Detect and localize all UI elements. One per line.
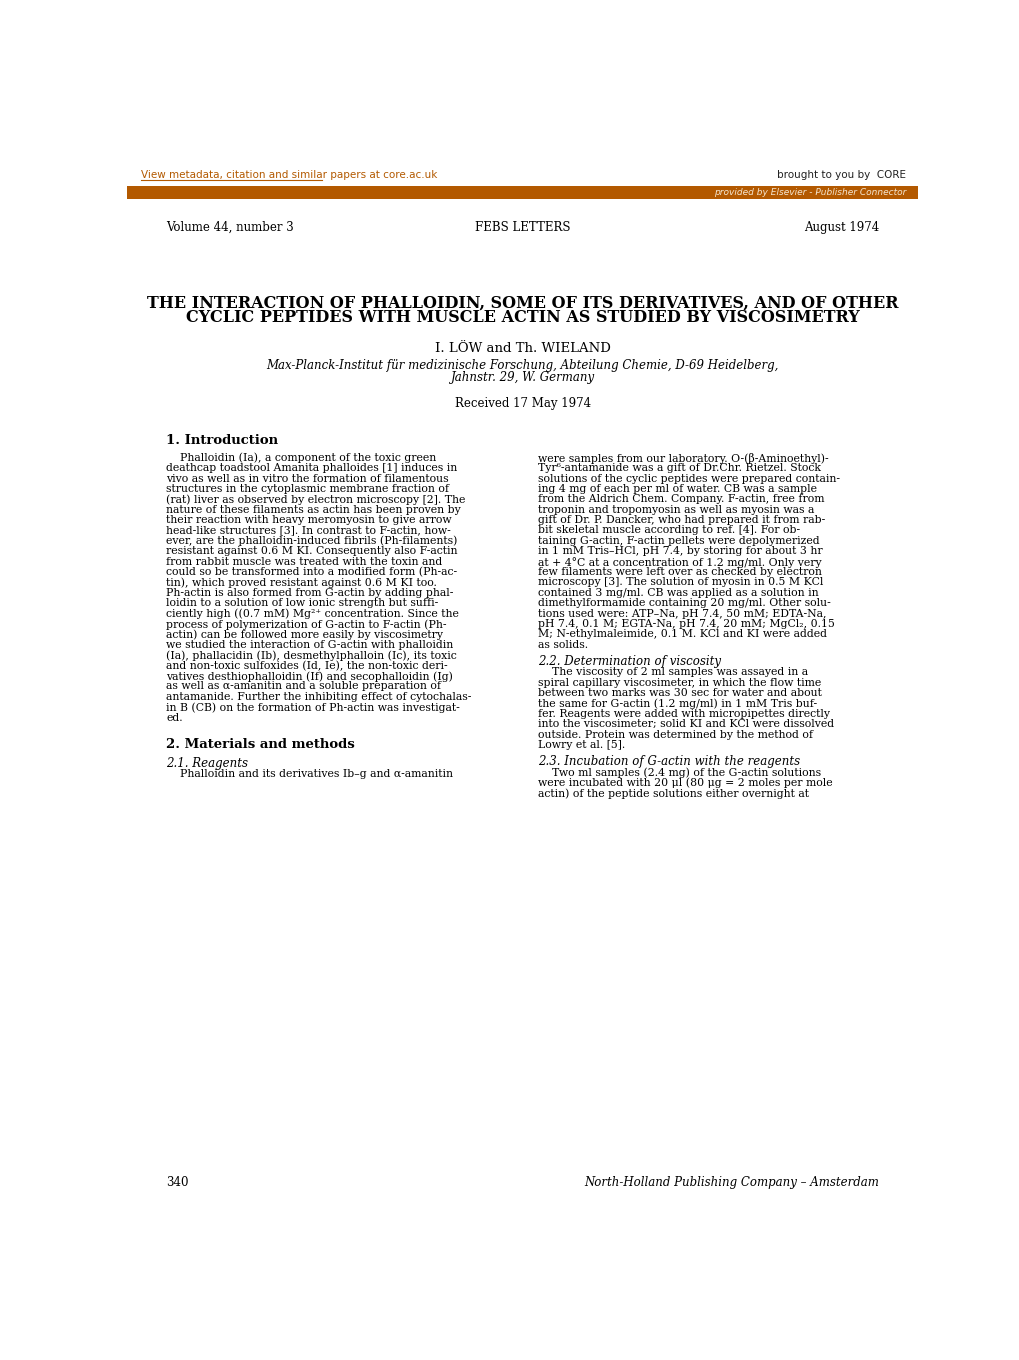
Text: gift of Dr. P. Dancker, who had prepared it from rab-: gift of Dr. P. Dancker, who had prepared…	[538, 515, 824, 525]
Text: Two ml samples (2.4 mg) of the G-actin solutions: Two ml samples (2.4 mg) of the G-actin s…	[538, 767, 820, 778]
Text: August 1974: August 1974	[803, 220, 878, 234]
Text: troponin and tropomyosin as well as myosin was a: troponin and tropomyosin as well as myos…	[538, 505, 814, 514]
Text: ciently high ((0.7 mM) Mg²⁺ concentration. Since the: ciently high ((0.7 mM) Mg²⁺ concentratio…	[166, 609, 459, 619]
Text: 2.3. Incubation of G-actin with the reagents: 2.3. Incubation of G-actin with the reag…	[538, 755, 800, 768]
Text: 340: 340	[166, 1176, 189, 1189]
Text: spiral capillary viscosimeter, in which the flow time: spiral capillary viscosimeter, in which …	[538, 677, 820, 688]
Text: Phalloidin and its derivatives Ib–g and α-amanitin: Phalloidin and its derivatives Ib–g and …	[166, 770, 452, 779]
Text: Max-Planck-Institut für medizinische Forschung, Abteilung Chemie, D-69 Heidelber: Max-Planck-Institut für medizinische For…	[266, 359, 779, 371]
Text: from the Aldrich Chem. Company. F-actin, free from: from the Aldrich Chem. Company. F-actin,…	[538, 494, 824, 505]
Text: structures in the cytoplasmic membrane fraction of: structures in the cytoplasmic membrane f…	[166, 484, 448, 494]
Text: contained 3 mg/ml. CB was applied as a solution in: contained 3 mg/ml. CB was applied as a s…	[538, 588, 818, 598]
Text: loidin to a solution of low ionic strength but suffi-: loidin to a solution of low ionic streng…	[166, 598, 438, 608]
FancyBboxPatch shape	[127, 186, 917, 200]
Text: I. LÖW and Th. WIELAND: I. LÖW and Th. WIELAND	[434, 341, 610, 355]
Text: could so be transformed into a modified form (Ph-ac-: could so be transformed into a modified …	[166, 567, 457, 578]
Text: in 1 mM Tris–HCl, pH 7.4, by storing for about 3 hr: in 1 mM Tris–HCl, pH 7.4, by storing for…	[538, 547, 822, 556]
Text: solutions of the cyclic peptides were prepared contain-: solutions of the cyclic peptides were pr…	[538, 473, 840, 484]
Text: M; N-ethylmaleimide, 0.1 M. KCl and KI were added: M; N-ethylmaleimide, 0.1 M. KCl and KI w…	[538, 630, 826, 639]
Text: as well as α-amanitin and a soluble preparation of: as well as α-amanitin and a soluble prep…	[166, 681, 441, 691]
Text: process of polymerization of G-actin to F-actin (Ph-: process of polymerization of G-actin to …	[166, 619, 446, 630]
Text: Volume 44, number 3: Volume 44, number 3	[166, 220, 293, 234]
Text: resistant against 0.6 M KI. Consequently also F-actin: resistant against 0.6 M KI. Consequently…	[166, 547, 458, 556]
Text: as solids.: as solids.	[538, 639, 588, 650]
Text: were incubated with 20 μl (80 μg = 2 moles per mole: were incubated with 20 μl (80 μg = 2 mol…	[538, 778, 833, 789]
Text: The viscosity of 2 ml samples was assayed in a: The viscosity of 2 ml samples was assaye…	[538, 668, 808, 677]
Text: fer. Reagents were added with micropipettes directly: fer. Reagents were added with micropipet…	[538, 709, 829, 718]
Text: few filaments were left over as checked by electron: few filaments were left over as checked …	[538, 567, 821, 577]
Text: CYCLIC PEPTIDES WITH MUSCLE ACTIN AS STUDIED BY VISCOSIMETRY: CYCLIC PEPTIDES WITH MUSCLE ACTIN AS STU…	[185, 310, 859, 326]
Text: nature of these filaments as actin has been proven by: nature of these filaments as actin has b…	[166, 505, 461, 514]
Text: actin) can be followed more easily by viscosimetry: actin) can be followed more easily by vi…	[166, 630, 443, 641]
Text: at + 4°C at a concentration of 1.2 mg/ml. Only very: at + 4°C at a concentration of 1.2 mg/ml…	[538, 556, 821, 567]
Text: ing 4 mg of each per ml of water. CB was a sample: ing 4 mg of each per ml of water. CB was…	[538, 484, 816, 494]
Text: deathcap toadstool Amanita phalloides [1] induces in: deathcap toadstool Amanita phalloides [1…	[166, 464, 458, 473]
Text: FEBS LETTERS: FEBS LETTERS	[475, 220, 570, 234]
Text: bit skeletal muscle according to ref. [4]. For ob-: bit skeletal muscle according to ref. [4…	[538, 525, 800, 536]
Text: taining G-actin, F-actin pellets were depolymerized: taining G-actin, F-actin pellets were de…	[538, 536, 819, 545]
Text: into the viscosimeter; solid KI and KCl were dissolved: into the viscosimeter; solid KI and KCl …	[538, 719, 834, 729]
Text: Ph-actin is also formed from G-actin by adding phal-: Ph-actin is also formed from G-actin by …	[166, 588, 453, 598]
Text: we studied the interaction of G-actin with phalloidin: we studied the interaction of G-actin wi…	[166, 639, 453, 650]
Text: the same for G-actin (1.2 mg/ml) in 1 mM Tris buf-: the same for G-actin (1.2 mg/ml) in 1 mM…	[538, 698, 816, 709]
Text: 2. Materials and methods: 2. Materials and methods	[166, 738, 355, 751]
Text: and non-toxic sulfoxides (Id, Ie), the non-toxic deri-: and non-toxic sulfoxides (Id, Ie), the n…	[166, 661, 447, 670]
Text: provided by Elsevier - Publisher Connector: provided by Elsevier - Publisher Connect…	[713, 188, 906, 197]
Text: antamanide. Further the inhibiting effect of cytochalas-: antamanide. Further the inhibiting effec…	[166, 692, 471, 702]
Text: 2.2. Determination of viscosity: 2.2. Determination of viscosity	[538, 656, 720, 668]
Text: View metadata, citation and similar papers at core.ac.uk: View metadata, citation and similar pape…	[142, 170, 437, 180]
Text: (rat) liver as observed by electron microscopy [2]. The: (rat) liver as observed by electron micr…	[166, 494, 465, 505]
Text: head-like structures [3]. In contrast to F-actin, how-: head-like structures [3]. In contrast to…	[166, 525, 450, 536]
Text: between two marks was 30 sec for water and about: between two marks was 30 sec for water a…	[538, 688, 821, 698]
Text: outside. Protein was determined by the method of: outside. Protein was determined by the m…	[538, 729, 812, 740]
Text: their reaction with heavy meromyosin to give arrow: their reaction with heavy meromyosin to …	[166, 515, 451, 525]
Text: 1. Introduction: 1. Introduction	[166, 434, 278, 447]
Text: Jahnstr. 29, W. Germany: Jahnstr. 29, W. Germany	[450, 371, 594, 384]
Text: from rabbit muscle was treated with the toxin and: from rabbit muscle was treated with the …	[166, 556, 442, 567]
Text: Phalloidin (Ia), a component of the toxic green: Phalloidin (Ia), a component of the toxi…	[166, 453, 436, 464]
Text: microscopy [3]. The solution of myosin in 0.5 M KCl: microscopy [3]. The solution of myosin i…	[538, 578, 822, 588]
Text: (Ia), phallacidin (Ib), desmethylphalloin (Ic), its toxic: (Ia), phallacidin (Ib), desmethylphalloi…	[166, 650, 457, 661]
Text: ever, are the phalloidin-induced fibrils (Ph-filaments): ever, are the phalloidin-induced fibrils…	[166, 536, 458, 547]
Text: vatives desthiophalloidin (If) and secophalloidin (Ig): vatives desthiophalloidin (If) and secop…	[166, 670, 452, 681]
Text: THE INTERACTION OF PHALLOIDIN, SOME OF ITS DERIVATIVES, AND OF OTHER: THE INTERACTION OF PHALLOIDIN, SOME OF I…	[147, 294, 898, 311]
Text: North-Holland Publishing Company – Amsterdam: North-Holland Publishing Company – Amste…	[584, 1176, 878, 1189]
Text: Tyr⁶-antamanide was a gift of Dr.Chr. Rietzel. Stock: Tyr⁶-antamanide was a gift of Dr.Chr. Ri…	[538, 464, 820, 473]
Text: tin), which proved resistant against 0.6 M KI too.: tin), which proved resistant against 0.6…	[166, 578, 437, 588]
Text: actin) of the peptide solutions either overnight at: actin) of the peptide solutions either o…	[538, 787, 808, 798]
Text: in B (CB) on the formation of Ph-actin was investigat-: in B (CB) on the formation of Ph-actin w…	[166, 702, 460, 713]
Text: 2.1. Reagents: 2.1. Reagents	[166, 758, 248, 770]
Text: tions used were: ATP–Na, pH 7.4, 50 mM; EDTA-Na,: tions used were: ATP–Na, pH 7.4, 50 mM; …	[538, 609, 826, 619]
Text: dimethylformamide containing 20 mg/ml. Other solu-: dimethylformamide containing 20 mg/ml. O…	[538, 598, 830, 608]
Text: were samples from our laboratory. O-(β-Aminoethyl)-: were samples from our laboratory. O-(β-A…	[538, 453, 828, 464]
Text: brought to you by  CORE: brought to you by CORE	[776, 170, 906, 180]
Text: vivo as well as in vitro the formation of filamentous: vivo as well as in vitro the formation o…	[166, 473, 448, 484]
Text: pH 7.4, 0.1 M; EGTA-Na, pH 7.4, 20 mM; MgCl₂, 0.15: pH 7.4, 0.1 M; EGTA-Na, pH 7.4, 20 mM; M…	[538, 619, 835, 630]
Text: ed.: ed.	[166, 713, 182, 722]
Text: Received 17 May 1974: Received 17 May 1974	[454, 397, 590, 411]
Text: Lowry et al. [5].: Lowry et al. [5].	[538, 740, 625, 749]
